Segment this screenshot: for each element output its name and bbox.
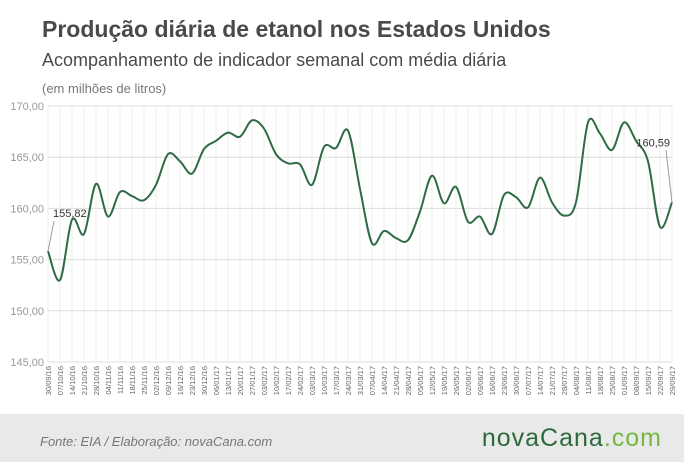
x-tick-label: 21/04/17 [392, 366, 401, 395]
x-tick-label: 24/03/17 [344, 366, 353, 395]
x-tick-label: 15/09/17 [644, 366, 653, 395]
x-tick-label: 18/08/17 [596, 366, 605, 395]
annotation-leader [47, 221, 55, 252]
x-tick-label: 28/04/17 [404, 366, 413, 395]
x-tick-label: 30/06/17 [512, 366, 521, 395]
logo-main-text: novaCana [481, 424, 604, 452]
chart-title: Produção diária de etanol nos Estados Un… [42, 16, 551, 42]
x-tick-label: 11/08/17 [584, 366, 593, 395]
x-tick-label: 07/10/16 [56, 366, 65, 395]
x-tick-label: 29/09/17 [668, 366, 677, 395]
x-tick-label: 06/01/17 [212, 366, 221, 395]
x-tick-label: 28/10/16 [92, 366, 101, 395]
x-tick-label: 12/05/17 [428, 366, 437, 395]
x-tick-label: 14/07/17 [536, 366, 545, 395]
x-tick-label: 17/03/17 [332, 366, 341, 395]
y-tick-label: 150,00 [10, 306, 44, 318]
footer-bar: Fonte: EIA / Elaboração: novaCana.com no… [0, 414, 684, 462]
x-tick-label: 17/02/17 [284, 366, 293, 395]
x-tick-label: 10/03/17 [320, 366, 329, 395]
x-tick-label: 26/05/17 [452, 366, 461, 395]
x-tick-label: 04/11/16 [104, 366, 113, 395]
x-tick-label: 28/07/17 [560, 366, 569, 395]
y-tick-label: 145,00 [10, 357, 44, 369]
x-tick-label: 27/01/17 [248, 366, 257, 395]
y-tick-label: 160,00 [10, 203, 44, 215]
x-tick-label: 07/04/17 [368, 366, 377, 395]
series-line [47, 117, 673, 282]
x-tick-label: 13/01/17 [224, 366, 233, 395]
x-tick-label: 14/04/17 [380, 366, 389, 395]
x-tick-label: 05/05/17 [416, 366, 425, 395]
x-tick-label: 20/01/17 [236, 366, 245, 395]
x-tick-label: 04/08/17 [572, 366, 581, 395]
x-tick-label: 23/12/16 [188, 366, 197, 395]
value-annotation: 160,59 [636, 137, 670, 149]
x-tick-label: 09/06/17 [476, 366, 485, 395]
x-tick-label: 30/09/16 [44, 366, 53, 395]
x-tick-label: 02/12/16 [152, 366, 161, 395]
source-note: Fonte: EIA / Elaboração: novaCana.com [40, 434, 273, 449]
x-tick-label: 30/12/16 [200, 366, 209, 395]
line-chart: 145,00 150,00 155,00 160,00 165,00 170,00 30/0… [10, 101, 677, 395]
x-tick-label: 23/06/17 [500, 366, 509, 395]
x-tick-label: 31/03/17 [356, 366, 365, 395]
logo-suffix-text: .com [603, 424, 662, 452]
x-tick-label: 21/07/17 [548, 366, 557, 395]
brand-logo: novaCana.com [482, 424, 662, 453]
y-tick-label: 165,00 [10, 152, 44, 164]
x-tick-label: 07/07/17 [524, 366, 533, 395]
x-tick-label: 21/10/16 [80, 366, 89, 395]
x-tick-label: 18/11/16 [128, 366, 137, 395]
y-tick-label: 155,00 [10, 255, 44, 267]
x-tick-label: 25/08/17 [608, 366, 617, 395]
annotation-leader [665, 150, 673, 203]
y-tick-label: 170,00 [10, 101, 44, 113]
x-tick-label: 16/06/17 [488, 366, 497, 395]
x-tick-label: 09/12/16 [164, 366, 173, 395]
x-tick-label: 03/03/17 [308, 366, 317, 395]
value-annotation: 155,82 [53, 208, 87, 220]
x-tick-label: 24/02/17 [296, 366, 305, 395]
x-tick-label: 10/02/17 [272, 366, 281, 395]
x-tick-label: 11/11/16 [116, 366, 125, 394]
x-tick-label: 08/09/17 [632, 366, 641, 395]
x-tick-label: 01/09/17 [620, 366, 629, 395]
x-tick-label: 03/02/17 [260, 366, 269, 395]
unit-label: (em milhões de litros) [42, 81, 167, 96]
chart-subtitle: Acompanhamento de indicador semanal com … [42, 50, 507, 70]
x-tick-label: 25/11/16 [140, 366, 149, 395]
x-tick-label: 02/06/17 [464, 366, 473, 395]
x-tick-label: 19/05/17 [440, 366, 449, 395]
x-tick-label: 16/12/16 [176, 366, 185, 395]
x-tick-label: 22/09/17 [656, 366, 665, 395]
x-tick-label: 14/10/16 [68, 366, 77, 395]
